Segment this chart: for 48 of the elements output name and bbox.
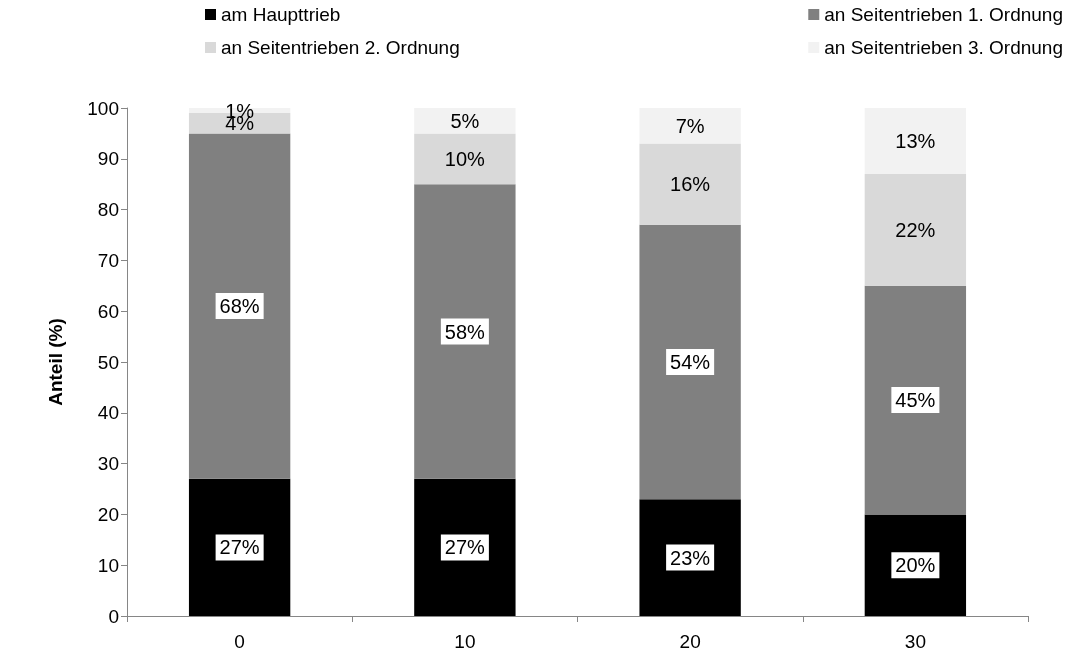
bar <box>864 108 967 175</box>
x-tick-label: 0 <box>234 631 245 652</box>
y-axis-title: Anteil (%) <box>45 318 66 406</box>
data-label: 45% <box>895 389 936 412</box>
x-tick-label: 10 <box>454 631 476 652</box>
bar <box>864 174 967 286</box>
legend-label: am Haupttrieb <box>221 4 341 25</box>
legend-label: an Seitentrieben 3. Ordnung <box>824 37 1064 58</box>
y-tick-label: 60 <box>97 300 119 322</box>
y-tick-label: 50 <box>97 351 119 373</box>
bar <box>639 499 741 616</box>
y-tick-label: 0 <box>108 605 119 627</box>
data-label: 13% <box>895 130 936 153</box>
y-tick-label: 20 <box>97 503 119 525</box>
y-tick-label: 30 <box>97 453 119 475</box>
data-label: 10% <box>444 147 486 170</box>
bar <box>414 184 516 479</box>
bar <box>188 133 291 479</box>
bar <box>639 224 741 500</box>
data-label: 27% <box>444 536 486 559</box>
bar <box>864 285 967 515</box>
y-tick-label: 10 <box>97 554 119 576</box>
data-label: 27% <box>219 536 260 559</box>
legend-label: an Seitentrieben 2. Ordnung <box>221 37 460 58</box>
x-tick-label: 30 <box>904 631 926 652</box>
y-tick-label: 90 <box>97 148 119 170</box>
x-tick-label: 20 <box>679 631 701 652</box>
y-tick-label: 100 <box>87 97 119 119</box>
bar <box>414 108 516 134</box>
data-label: 68% <box>219 295 260 318</box>
y-tick-label: 80 <box>97 199 119 221</box>
y-tick-label: 70 <box>97 249 119 271</box>
bar <box>414 133 516 185</box>
legend-label: an Seitentrieben 1. Ordnung <box>824 4 1064 25</box>
data-label: 54% <box>670 351 711 373</box>
y-tick-label: 40 <box>97 402 119 424</box>
data-label: 7% <box>675 114 705 137</box>
data-label: 23% <box>670 546 711 569</box>
data-label: 22% <box>895 218 936 241</box>
data-label: 16% <box>670 173 711 196</box>
data-label: 58% <box>444 320 486 343</box>
bar <box>864 514 967 616</box>
data-label: 5% <box>450 109 480 132</box>
data-label: 20% <box>895 554 936 577</box>
bar <box>639 108 741 144</box>
bar <box>188 478 291 616</box>
bar <box>414 478 516 616</box>
bar <box>639 143 741 225</box>
